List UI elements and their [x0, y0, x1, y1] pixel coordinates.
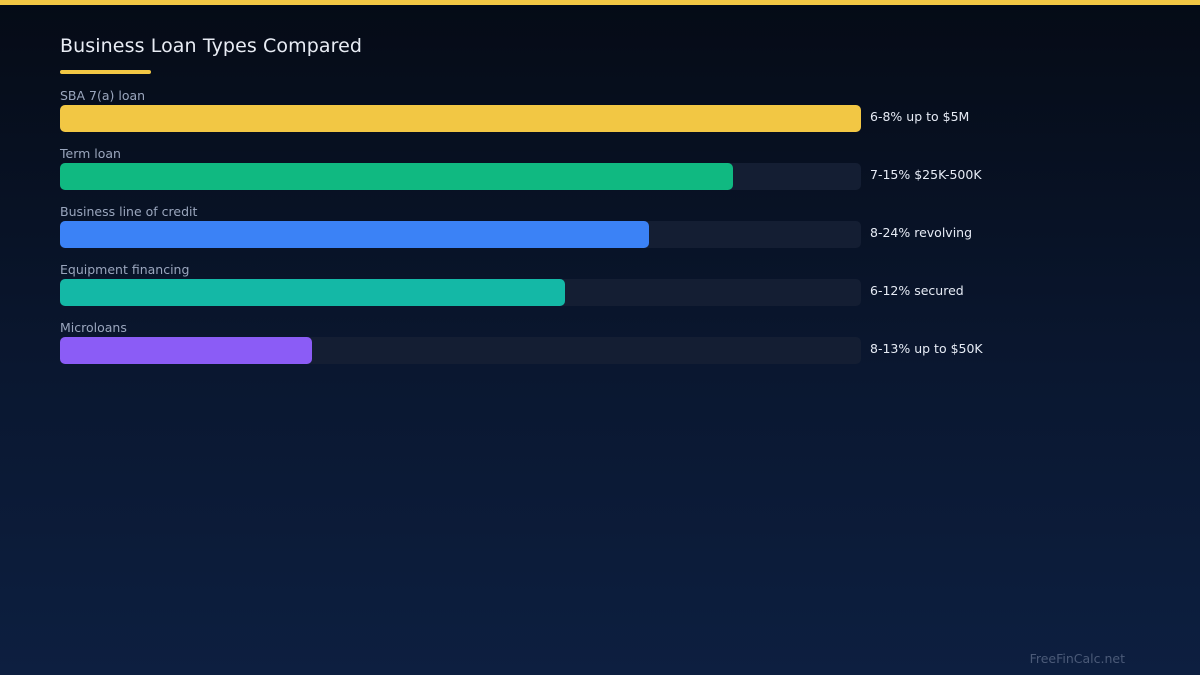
bar-annotation: 8-24% revolving — [870, 225, 973, 240]
bar-track — [60, 279, 861, 306]
bar — [60, 163, 733, 190]
bar-annotation: 6-8% up to $5M — [870, 109, 970, 124]
bar-row: Equipment financing 6-12% secured — [60, 262, 1060, 320]
bar-row: SBA 7(a) loan 6-8% up to $5M — [60, 88, 1060, 146]
bar-track — [60, 221, 861, 248]
bar — [60, 279, 565, 306]
bar-label: SBA 7(a) loan — [60, 88, 146, 103]
title-underline — [60, 70, 151, 74]
bar-track — [60, 337, 861, 364]
bar-annotation: 6-12% secured — [870, 283, 964, 298]
top-accent-bar — [0, 0, 1200, 5]
bar-annotation: 7-15% $25K-500K — [870, 167, 982, 182]
bar-annotation: 8-13% up to $50K — [870, 341, 983, 356]
bar-chart: SBA 7(a) loan 6-8% up to $5M Term loan 7-15… — [60, 88, 1060, 378]
bar-label: Business line of credit — [60, 204, 198, 219]
bar-track — [60, 105, 861, 132]
bar-label: Equipment financing — [60, 262, 190, 277]
watermark: FreeFinCalc.net — [1029, 651, 1125, 666]
bar-track — [60, 163, 861, 190]
bar-label: Microloans — [60, 320, 127, 335]
bar — [60, 105, 861, 132]
chart-title: Business Loan Types Compared — [60, 35, 363, 57]
bar-label: Term loan — [60, 146, 121, 161]
bar-row: Business line of credit 8-24% revolving — [60, 204, 1060, 262]
bar-row: Microloans 8-13% up to $50K — [60, 320, 1060, 378]
bar — [60, 337, 312, 364]
bar-row: Term loan 7-15% $25K-500K — [60, 146, 1060, 204]
bar — [60, 221, 649, 248]
